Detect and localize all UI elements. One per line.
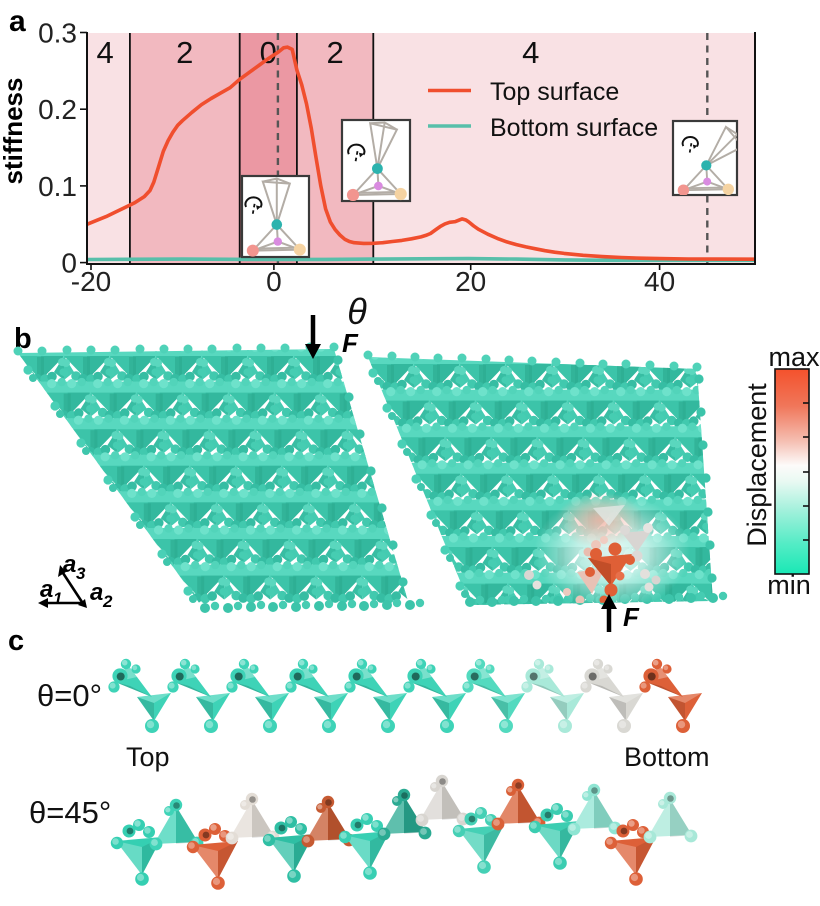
svg-text:Top surface: Top surface — [490, 78, 619, 106]
svg-text:min: min — [767, 570, 811, 600]
svg-text:Displacement: Displacement — [742, 383, 772, 547]
svg-text:Bottom: Bottom — [624, 742, 710, 772]
svg-text:a: a — [63, 551, 76, 578]
svg-text:a: a — [90, 579, 103, 606]
svg-text:0: 0 — [266, 266, 282, 297]
svg-text:0.3: 0.3 — [38, 18, 77, 49]
svg-text:Bottom surface: Bottom surface — [490, 114, 658, 142]
svg-text:θ: θ — [347, 291, 367, 332]
svg-text:Top: Top — [126, 742, 170, 772]
svg-text:20: 20 — [455, 266, 486, 297]
svg-text:θ=0°: θ=0° — [37, 678, 102, 713]
svg-text:0.1: 0.1 — [38, 171, 77, 202]
svg-text:40: 40 — [644, 266, 675, 297]
svg-text:4: 4 — [96, 35, 113, 70]
svg-text:θ=45°: θ=45° — [29, 795, 111, 830]
svg-text:a: a — [9, 5, 26, 38]
svg-text:2: 2 — [326, 35, 343, 70]
svg-text:1: 1 — [53, 589, 62, 608]
svg-text:a: a — [40, 576, 53, 603]
svg-text:0: 0 — [61, 248, 77, 279]
svg-text:2: 2 — [176, 35, 193, 70]
svg-text:4: 4 — [522, 35, 539, 70]
svg-text:3: 3 — [76, 564, 86, 583]
svg-text:c: c — [8, 625, 24, 657]
svg-text:F: F — [623, 602, 640, 632]
svg-text:0.2: 0.2 — [38, 94, 77, 125]
svg-text:stiffness: stiffness — [0, 78, 28, 185]
svg-text:2: 2 — [102, 592, 113, 611]
svg-text:-20: -20 — [71, 266, 111, 297]
svg-text:F: F — [342, 328, 359, 358]
svg-text:max: max — [768, 342, 820, 372]
